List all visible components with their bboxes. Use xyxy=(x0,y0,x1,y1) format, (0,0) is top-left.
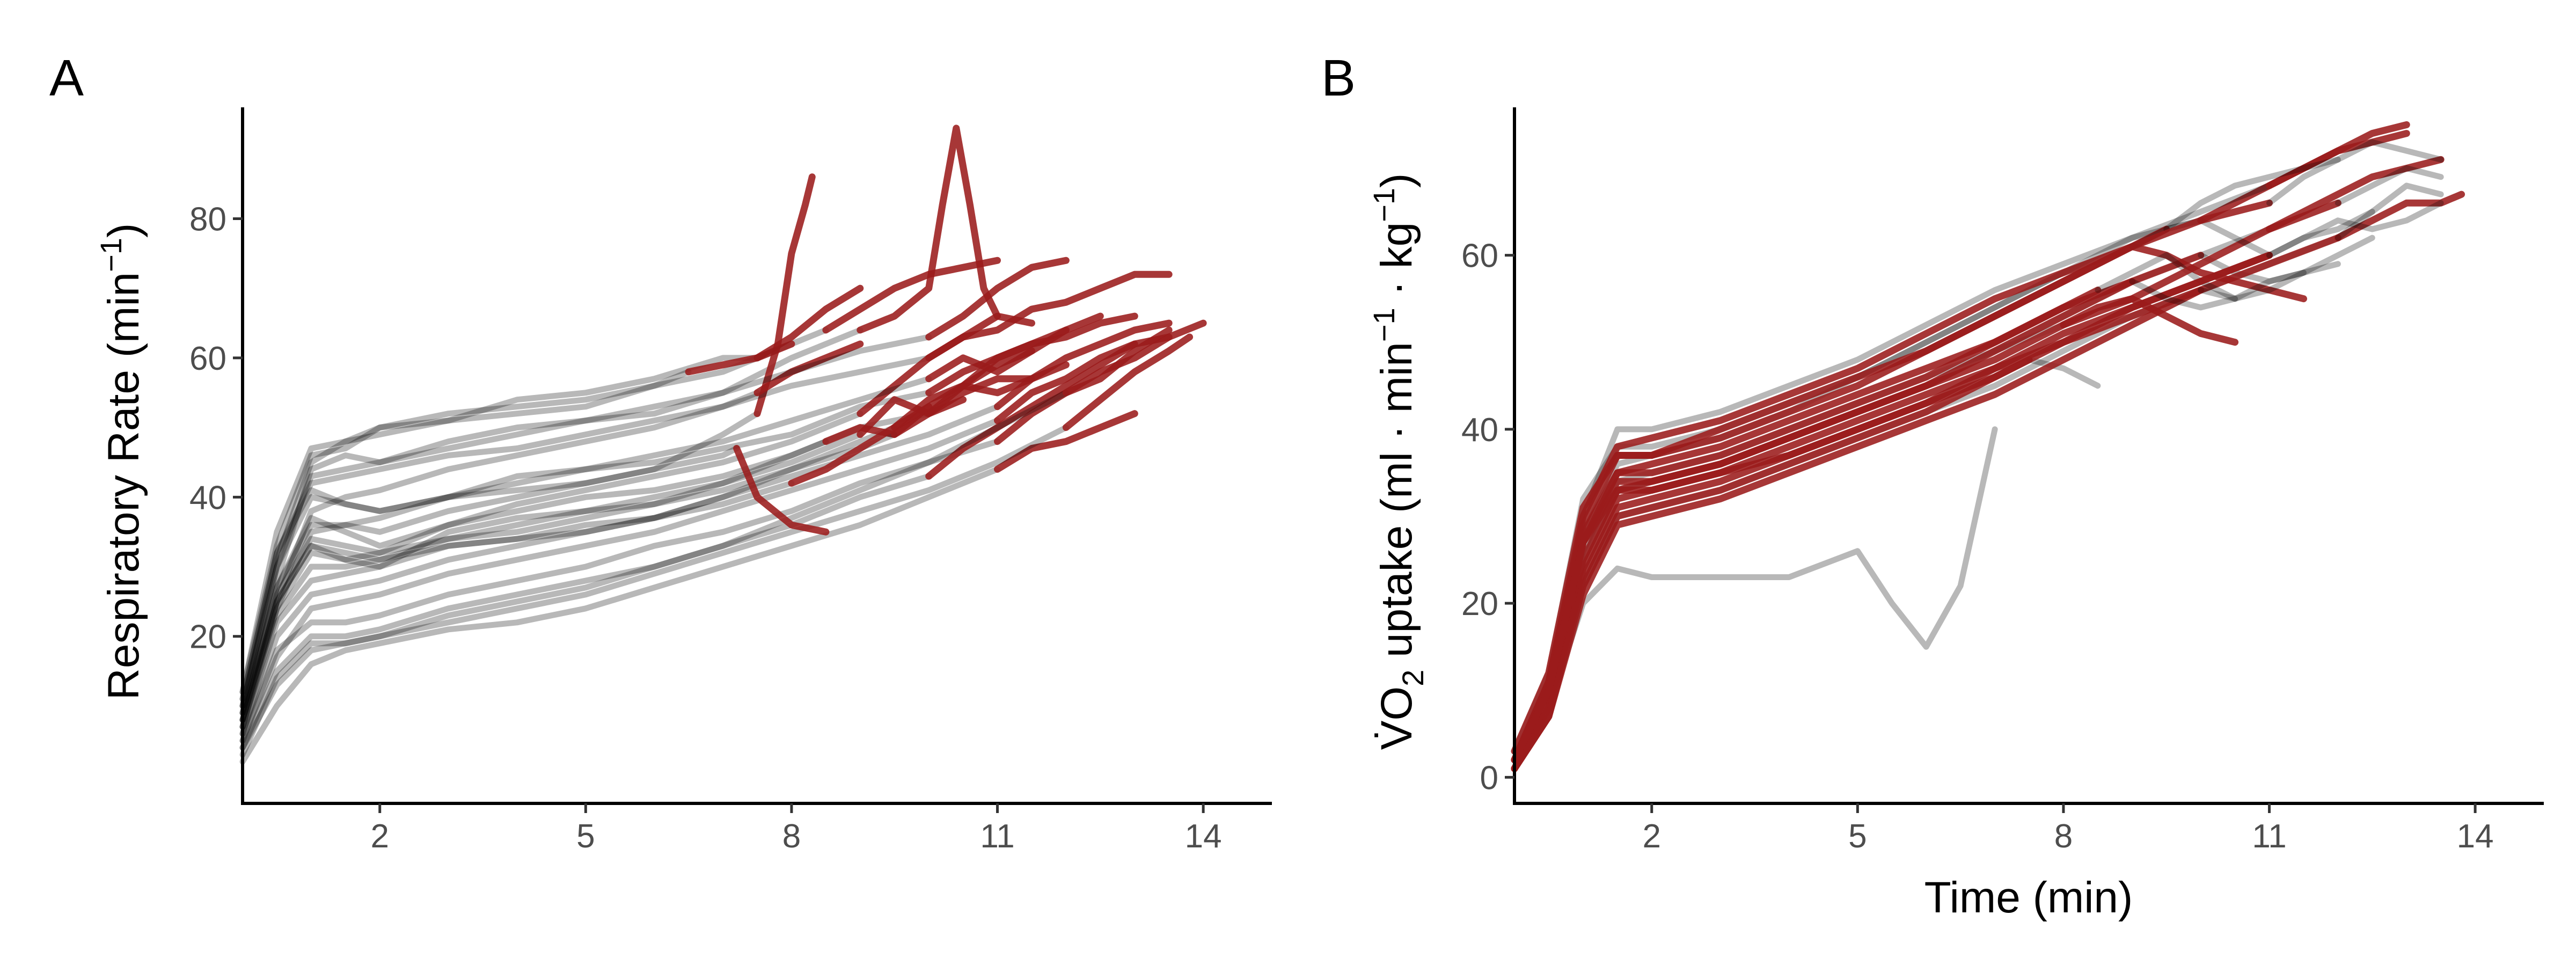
panel-a-series-before-4 xyxy=(239,390,932,709)
panel-a-series-before-36 xyxy=(239,376,932,716)
panel-a-series-before-40 xyxy=(239,418,1000,744)
panel-a-series-before-14 xyxy=(239,411,760,730)
panel-a-series-after-41 xyxy=(994,333,1173,425)
panel-b-series-after-31 xyxy=(1511,199,2273,755)
panel-b-series-before-30 xyxy=(2198,235,2375,302)
panel-b-x-tick-label: 11 xyxy=(2252,818,2286,855)
panel-b-y-axis-title: V̇O2 uptake (ml · min−1 · kg−1) xyxy=(1367,173,1430,750)
panel-a-series-before-6 xyxy=(239,425,898,737)
panel-a-series-before-34 xyxy=(239,369,692,695)
panel-b-y-tick-label: 20 xyxy=(1461,586,1498,623)
panel-a-series-before-0 xyxy=(239,355,760,695)
panel-a-label: A xyxy=(49,49,84,107)
panel-b-series-before-32 xyxy=(2266,139,2444,206)
panel-b-series-before-36 xyxy=(2129,269,2307,311)
panel-a-series-before-44 xyxy=(239,480,795,723)
panel-a-series-after-49 xyxy=(733,445,830,536)
panel-b-y-tick-label: 40 xyxy=(1461,412,1498,449)
panel-a-x-tick-label: 11 xyxy=(980,818,1014,855)
panel-a-series-group xyxy=(239,125,1207,765)
panel-b: B 2 5 8 11 14 0 20 40 60 Time (min) V̇O2 uptake… xyxy=(1321,49,2544,922)
panel-a-series-before-38 xyxy=(239,431,863,730)
panel-a-y-tick-label: 80 xyxy=(189,201,226,238)
panel-b-label: B xyxy=(1321,49,1356,107)
panel-b-series-before-14 xyxy=(2198,252,2341,284)
panel-a-series-before-2 xyxy=(239,411,932,723)
panel-a-series-before-30 xyxy=(239,411,863,723)
panel-a-y-ticks: 20 40 60 80 xyxy=(189,201,243,656)
panel-b-series-before-34 xyxy=(2266,209,2375,259)
panel-a-series-before-32 xyxy=(239,425,1069,758)
panel-a-x-tick-label: 5 xyxy=(576,818,595,855)
panel-a-series-after-47 xyxy=(1062,326,1173,397)
panel-b-x-tick-label: 14 xyxy=(2457,818,2494,855)
panel-b-series-before-18 xyxy=(2334,182,2444,241)
panel-a-series-after-25 xyxy=(822,257,1001,334)
panel-a-series-after-33 xyxy=(1062,333,1194,431)
panel-b-series-group xyxy=(1511,121,2465,772)
panel-a-x-tick-label: 2 xyxy=(370,818,389,855)
panel-a-series-before-42 xyxy=(239,334,932,709)
panel-a-series-before-20 xyxy=(239,438,829,723)
panel-a-x-ticks: 2 5 8 11 14 xyxy=(370,803,1222,855)
panel-b-series-after-35 xyxy=(1511,277,2136,764)
panel-b-x-tick-label: 2 xyxy=(1642,818,1660,855)
panel-a-y-tick-label: 40 xyxy=(189,479,226,516)
panel-a-series-before-18 xyxy=(239,355,932,702)
panel-a-series-after-11 xyxy=(994,410,1138,473)
panel-b-series-before-20 xyxy=(2163,156,2341,232)
panel-a-series-after-31 xyxy=(857,312,1001,418)
panel-a-series-before-46 xyxy=(239,390,1069,751)
panel-b-y-tick-label: 60 xyxy=(1461,238,1498,275)
panel-a-series-after-39 xyxy=(857,347,1035,438)
panel-b-x-tick-label: 5 xyxy=(1848,818,1867,855)
panel-a-series-before-10 xyxy=(239,466,1000,765)
panel-a: A 2 5 8 11 14 20 40 60 80 Respiratory Rate (min… xyxy=(49,49,1272,855)
panel-b-y-tick-label: 0 xyxy=(1480,759,1498,796)
panel-b-x-axis-title: Time (min) xyxy=(1924,873,2133,922)
panel-a-y-tick-label: 60 xyxy=(189,340,226,377)
panel-a-series-after-29 xyxy=(753,340,864,397)
panel-a-series-after-13 xyxy=(857,125,1035,334)
panel-a-x-tick-label: 8 xyxy=(782,818,801,855)
panel-a-y-axis-title: Respiratory Rate (min−1) xyxy=(94,223,148,700)
panel-a-series-after-15 xyxy=(753,173,816,418)
panel-a-series-after-45 xyxy=(788,403,933,487)
panel-b-x-tick-label: 8 xyxy=(2054,818,2073,855)
panel-b-series-before-26 xyxy=(2334,165,2444,206)
panel-b-y-ticks: 0 20 40 60 xyxy=(1461,238,1514,796)
panel-b-series-before-22 xyxy=(2266,200,2444,259)
panel-a-y-tick-label: 20 xyxy=(189,619,226,656)
panel-a-series-before-24 xyxy=(239,327,829,709)
panel-b-series-after-9 xyxy=(2266,121,2410,189)
panel-b-series-before-16 xyxy=(2026,356,2101,389)
panel-a-series-after-35 xyxy=(685,340,795,376)
panel-a-series-before-8 xyxy=(239,438,1000,744)
panel-a-series-after-43 xyxy=(925,257,1070,341)
panel-a-series-before-28 xyxy=(239,390,760,730)
panel-a-series-before-12 xyxy=(239,327,863,716)
panel-b-x-ticks: 2 5 8 11 14 xyxy=(1642,803,2494,855)
panel-b-series-after-5 xyxy=(2334,191,2465,241)
panel-a-x-tick-label: 14 xyxy=(1185,818,1222,855)
panel-b-series-after-33 xyxy=(1511,252,2273,772)
panel-a-series-after-23 xyxy=(994,319,1173,411)
panel-a-series-before-26 xyxy=(239,431,898,716)
panel-a-series-after-17 xyxy=(925,340,1138,480)
panel-a-series-before-48 xyxy=(239,445,740,702)
panel-b-series-before-24 xyxy=(2095,252,2238,302)
